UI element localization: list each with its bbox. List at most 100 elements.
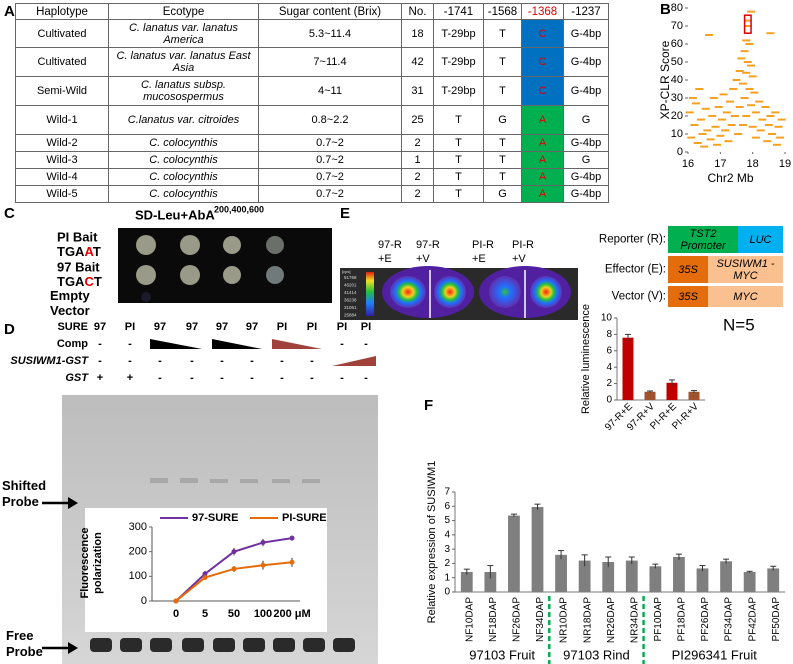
competitor-wedge: [212, 339, 262, 349]
bait-name: 97 Bait: [57, 259, 100, 274]
leaf-signal: [382, 266, 571, 318]
condition-mark: 97: [154, 321, 166, 333]
shifted-probe-label: Shifted Probe: [2, 478, 47, 509]
fp-inset-background: [85, 508, 327, 632]
y-tick-label: 300: [129, 521, 147, 533]
table-cell: 25: [401, 105, 434, 135]
table-cell: A: [521, 185, 564, 203]
y-tick-label: 10: [671, 128, 683, 140]
table-cell: T: [433, 151, 484, 169]
table-cell: C: [521, 47, 564, 77]
bar: [622, 337, 634, 400]
y-axis-label: Relative luminescence: [580, 304, 592, 414]
condition-mark: 97: [94, 321, 106, 333]
series-point: [260, 562, 266, 568]
table-header-cell: -1237: [563, 3, 609, 20]
table-row: Cultivated C. lanatus var. lanatus East A…: [15, 47, 609, 77]
y-tick-label: 8: [606, 329, 612, 340]
scale-value: 36238: [344, 298, 357, 303]
condition-mark: -: [250, 372, 254, 384]
condition-mark: PI: [307, 321, 317, 333]
condition-label: Comp: [57, 338, 88, 350]
series-point: [173, 598, 179, 604]
construct-label: Vector (V):: [612, 291, 666, 303]
panel-label: B: [660, 1, 671, 18]
competitor-wedge: [150, 339, 202, 349]
x-tick-label: 100: [254, 608, 272, 620]
construct-part-label: MYC: [733, 290, 758, 303]
x-tick-label: PF50DAP: [771, 597, 782, 642]
y-tick-label: 6: [606, 345, 612, 356]
table-row: Wild-3 C. colocynthis 0.7~2 1 T T A G: [15, 151, 609, 169]
shifted-bands: [150, 478, 320, 483]
construct-part: [668, 226, 738, 253]
condition-mark: -: [190, 355, 194, 367]
bar: [508, 515, 520, 592]
condition-mark: -: [190, 372, 194, 384]
y-tick-label: 7: [444, 487, 450, 498]
y-tick-label: 1: [444, 572, 450, 583]
panel-label: E: [340, 205, 350, 222]
table-header-cell: Sugar content (Brix): [258, 3, 402, 20]
x-tick-label: NF10DAP: [464, 597, 475, 642]
x-tick-label: 19: [779, 158, 791, 170]
lane-label: PI-R +V: [512, 239, 534, 265]
series-point: [231, 549, 237, 555]
x-tick-label: NR34DAP: [629, 597, 640, 643]
bar: [743, 572, 756, 592]
assay-title-sup: 200,400,600: [214, 204, 264, 214]
y-tick-label: 40: [671, 74, 683, 86]
panel-label: D: [4, 321, 15, 338]
table-cell: Cultivated: [15, 19, 109, 48]
table-cell: T: [433, 168, 484, 186]
construct-part: [668, 286, 708, 307]
table-cell: G-4bp: [563, 134, 609, 152]
table-row: Wild-1 C.lanatus var. citroides 0.8~2.2 25 T…: [15, 105, 609, 135]
condition-mark: -: [98, 338, 102, 350]
table-row: Wild-4 C. colocynthis 0.7~2 2 T T A G-4bp: [15, 168, 609, 186]
table-cell: 2: [401, 168, 434, 186]
table-cell: 0.8~2.2: [258, 105, 402, 135]
table-cell: 42: [401, 47, 434, 77]
scale-value: 25884: [344, 313, 357, 318]
x-tick-label: 18: [747, 158, 759, 170]
x-tick-label: NF18DAP: [488, 597, 499, 642]
bar: [484, 572, 497, 592]
bar: [720, 561, 732, 592]
x-tick-label: 200 μM: [273, 608, 310, 620]
y-tick-label: 2: [444, 558, 450, 569]
series-point: [260, 540, 266, 546]
table-cell: 31: [401, 76, 434, 106]
condition-mark: -: [98, 355, 102, 367]
condition-mark: -: [158, 372, 162, 384]
table-header-cell: Ecotype: [108, 3, 259, 20]
condition-mark: +: [127, 372, 133, 384]
y-tick-label: 50: [671, 56, 683, 68]
table-row: Wild-2 C. colocynthis 0.7~2 2 T T A G-4bp: [15, 134, 609, 152]
table-cell: C.lanatus var. citroides: [108, 105, 259, 135]
y-axis-label: XP-CLR Score: [658, 40, 672, 119]
table-cell: C: [521, 76, 564, 106]
scale-unit: [cps]: [342, 269, 350, 274]
competitor-wedge: [332, 356, 376, 366]
x-tick-label: NF26DAP: [512, 597, 523, 642]
condition-mark: PI: [337, 321, 347, 333]
table-cell: Wild-4: [15, 168, 109, 186]
table-header-cell: -1741: [433, 3, 484, 20]
y-tick-label: 5: [444, 515, 450, 526]
bar: [460, 572, 473, 592]
table-header-cell: -1568: [483, 3, 522, 20]
condition-mark: PI: [277, 321, 287, 333]
table-cell: Cultivated: [15, 47, 109, 77]
condition-label: SUSIWM1-GST: [10, 355, 89, 367]
table-cell: C. lanatus var. lanatus America: [108, 19, 259, 48]
table-cell: 0.7~2: [258, 185, 402, 203]
group-label: PI296341 Fruit: [672, 647, 758, 662]
x-tick-label: PF42DAP: [747, 597, 758, 642]
scale-value: 46201: [344, 283, 357, 288]
annotation: N=5: [723, 315, 755, 334]
construct-part-label: TST2 Promoter: [680, 227, 726, 252]
x-tick-label: PF34DAP: [724, 597, 735, 642]
series-point: [289, 535, 295, 541]
